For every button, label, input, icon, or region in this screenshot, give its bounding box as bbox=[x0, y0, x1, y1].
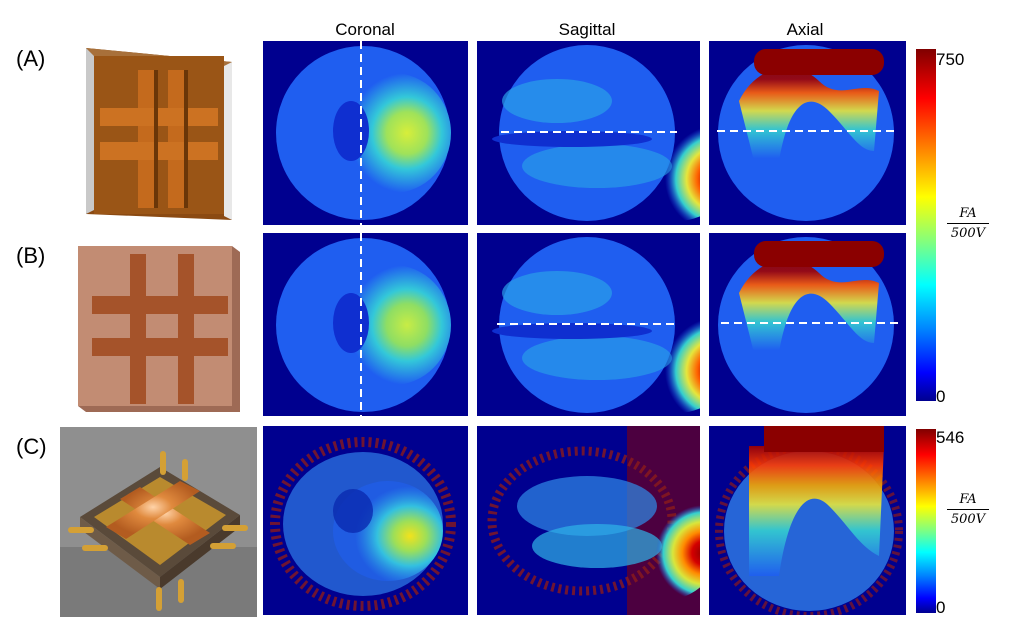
colorbar-top-unit: FA 500V bbox=[947, 206, 989, 241]
row-label-b: (B) bbox=[16, 243, 46, 268]
coil-model-b-image bbox=[74, 242, 244, 417]
coil-model-a-image bbox=[72, 44, 242, 224]
colorbar-bottom-unit-numerator: FA bbox=[947, 492, 989, 510]
colorbar-top-unit-denominator: 500V bbox=[950, 226, 986, 241]
column-title-axial: Axial bbox=[786, 20, 824, 39]
colorbar-bottom-unit-denominator: 500V bbox=[950, 512, 986, 527]
panel-b-sagittal bbox=[477, 233, 700, 416]
colorbar-bottom-max: 546 bbox=[936, 428, 965, 447]
column-title-coronal: Coronal bbox=[335, 20, 395, 39]
panel-b-axial bbox=[709, 233, 906, 416]
colorbar-top bbox=[916, 49, 936, 401]
panel-a-sagittal bbox=[477, 41, 700, 225]
colorbar-top-unit-numerator: FA bbox=[947, 206, 989, 224]
colorbar-bottom-min: 0 bbox=[936, 598, 946, 617]
colorbar-bottom-unit: FA 500V bbox=[947, 492, 989, 527]
panel-a-axial bbox=[709, 41, 906, 225]
row-label-c: (C) bbox=[16, 434, 47, 459]
colorbar-bottom bbox=[916, 429, 936, 613]
panel-a-coronal bbox=[263, 41, 468, 225]
column-title-sagittal: Sagittal bbox=[558, 20, 616, 39]
row-label-a: (A) bbox=[16, 46, 46, 71]
coil-photo-c-image bbox=[60, 427, 257, 617]
panel-c-axial bbox=[709, 426, 906, 615]
panel-c-coronal bbox=[263, 426, 468, 615]
colorbar-top-min: 0 bbox=[936, 387, 946, 406]
colorbar-top-max: 750 bbox=[936, 50, 965, 69]
panel-c-sagittal bbox=[477, 426, 700, 615]
panel-b-coronal bbox=[263, 233, 468, 416]
